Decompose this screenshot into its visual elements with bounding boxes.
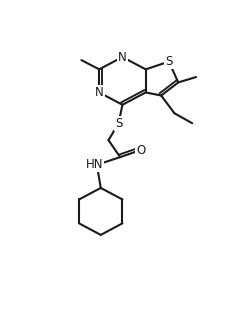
Text: O: O — [136, 145, 146, 157]
Text: N: N — [118, 50, 127, 63]
Text: HN: HN — [86, 158, 103, 171]
Text: N: N — [95, 86, 104, 99]
Text: S: S — [165, 55, 173, 68]
Text: S: S — [115, 117, 122, 130]
